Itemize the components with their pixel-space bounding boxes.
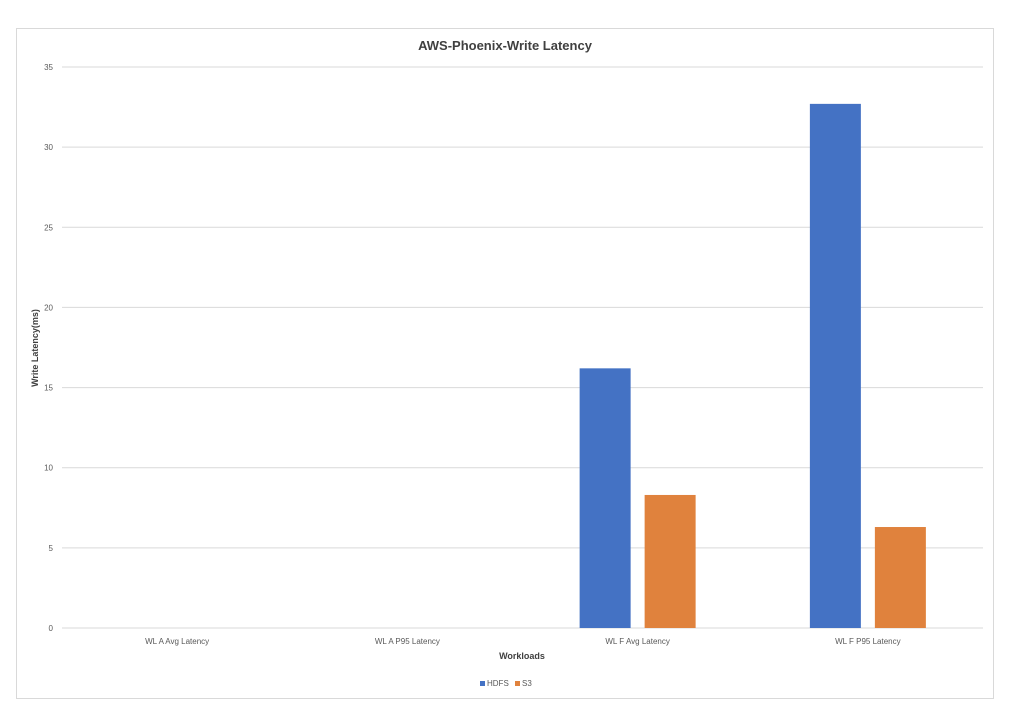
- y-tick-label: 10: [44, 464, 53, 473]
- y-tick-label: 35: [44, 63, 53, 72]
- y-tick-label: 5: [49, 544, 54, 553]
- legend-swatch-hdfs: [480, 681, 485, 686]
- chart-title: AWS-Phoenix-Write Latency: [418, 38, 593, 53]
- y-tick-label: 0: [49, 624, 54, 633]
- x-axis-ticks: WL A Avg Latency WL A P95 Latency WL F Avg…: [145, 637, 901, 646]
- y-tick-label: 20: [44, 303, 53, 312]
- legend-label-s3: S3: [522, 679, 532, 688]
- bars: [579, 103, 926, 628]
- x-tick-label: WL F P95 Latency: [835, 637, 901, 646]
- legend: HDFS S3: [480, 679, 532, 688]
- bar-hdfs-2: [579, 368, 631, 628]
- y-axis-ticks: 0 5 10 15 20 25 30 35: [44, 63, 53, 633]
- y-axis-title: Write Latency(ms): [30, 309, 40, 387]
- y-tick-label: 30: [44, 143, 53, 152]
- bar-hdfs-3: [809, 103, 861, 628]
- x-tick-label: WL A P95 Latency: [375, 637, 440, 646]
- bar-s3-2: [644, 494, 696, 628]
- y-tick-label: 15: [44, 384, 53, 393]
- x-tick-label: WL F Avg Latency: [605, 637, 669, 646]
- bar-s3-3: [874, 527, 926, 628]
- x-axis-title: Workloads: [499, 651, 545, 661]
- x-tick-label: WL A Avg Latency: [145, 637, 209, 646]
- legend-swatch-s3: [515, 681, 520, 686]
- y-tick-label: 25: [44, 223, 53, 232]
- legend-label-hdfs: HDFS: [487, 679, 509, 688]
